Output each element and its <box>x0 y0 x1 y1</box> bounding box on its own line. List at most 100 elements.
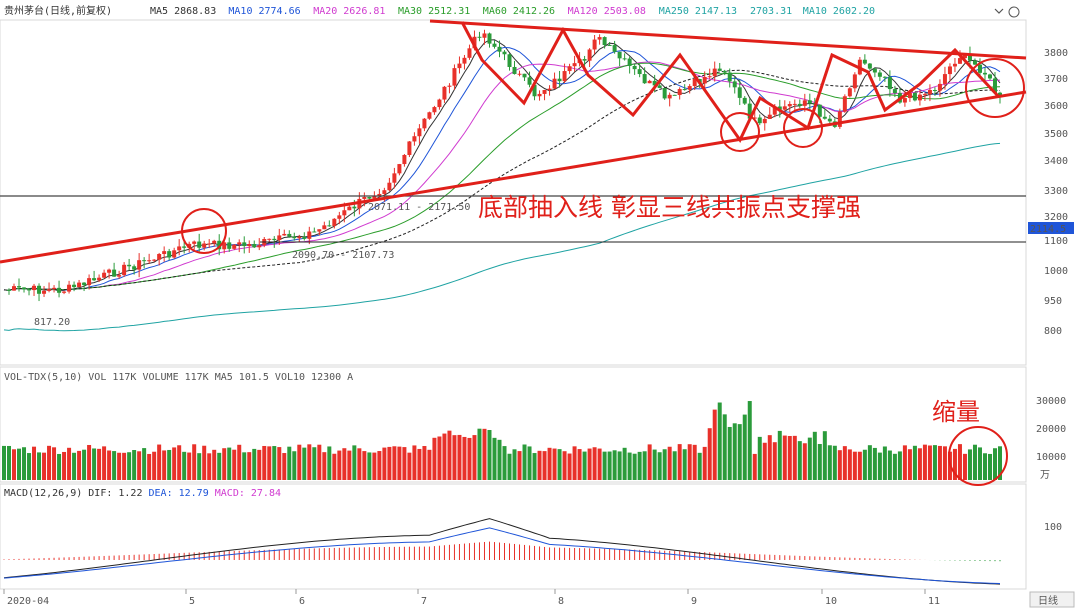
volume-bar <box>972 444 977 480</box>
volume-bar <box>307 444 312 480</box>
volume-bar <box>17 448 22 480</box>
candle-body <box>747 103 752 119</box>
candle-body <box>87 278 92 286</box>
volume-bar <box>817 443 822 480</box>
candle-body <box>702 76 707 84</box>
volume-bar <box>967 449 972 480</box>
volume-bar <box>577 449 582 480</box>
candle-body <box>822 116 827 119</box>
candle-body <box>57 287 62 293</box>
label-mid2: 2071.11 - 2171.50 <box>368 202 470 213</box>
volume-bar <box>172 447 177 480</box>
volume-bar <box>782 435 787 480</box>
volume-bars <box>2 401 1002 480</box>
volume-bar <box>212 449 217 480</box>
candle-body <box>627 58 632 66</box>
volume-bar <box>132 450 137 480</box>
volume-bar <box>987 453 992 480</box>
volume-bar <box>192 444 197 480</box>
window-controls[interactable] <box>994 6 1020 18</box>
candle-body <box>877 72 882 77</box>
candle-body <box>947 66 952 75</box>
volume-bar <box>737 424 742 480</box>
candle-body <box>12 286 17 291</box>
volume-bar <box>752 453 757 480</box>
volume-bar <box>382 447 387 480</box>
volume-bar <box>462 436 467 480</box>
candle-body <box>312 231 317 233</box>
volume-bar <box>792 435 797 480</box>
candle-body <box>998 92 1002 97</box>
volume-bar <box>12 449 17 480</box>
candle-body <box>872 68 877 73</box>
candle-body <box>7 289 12 291</box>
candle-body <box>957 58 962 64</box>
candle-body <box>192 241 197 244</box>
volume-bar <box>802 443 807 480</box>
volume-bar <box>372 452 377 480</box>
volume-bar <box>482 428 487 480</box>
candle-body <box>177 246 182 251</box>
ma-label-2: MA20 2626.81 <box>313 6 385 17</box>
candle-body <box>327 225 332 227</box>
candle-body <box>737 87 742 98</box>
volume-bar <box>367 452 372 480</box>
volume-bar <box>942 446 947 480</box>
volume-bar <box>32 446 37 480</box>
volume-bar <box>152 451 157 480</box>
candle-body <box>552 78 557 89</box>
volume-bar <box>287 446 292 480</box>
volume-bar <box>722 414 727 480</box>
volume-bar <box>182 451 187 480</box>
candle-body <box>382 190 387 194</box>
candle-body <box>82 282 87 286</box>
volume-bar <box>592 447 597 480</box>
volume-bar <box>657 452 662 480</box>
volume-bar <box>472 435 477 480</box>
candle-body <box>637 69 642 75</box>
candle-body <box>932 90 937 92</box>
volume-bar <box>422 446 427 480</box>
candle-body <box>132 266 137 270</box>
candle-body <box>562 71 567 82</box>
candle-body <box>662 87 667 99</box>
candle-body <box>477 36 482 38</box>
volume-bar <box>667 446 672 480</box>
macd-axis: 100 <box>1044 522 1062 533</box>
chart-title: 贵州茅台(日线,前复权) <box>4 4 112 17</box>
period-button[interactable] <box>1029 591 1075 608</box>
candle-body <box>542 90 547 94</box>
volume-bar <box>777 430 782 480</box>
candle-body <box>782 106 787 110</box>
candle-body <box>772 106 777 115</box>
settings-icon[interactable] <box>1008 6 1020 18</box>
candle-body <box>122 264 127 276</box>
candle-body <box>412 136 417 142</box>
volume-bar <box>542 451 547 480</box>
candle-body <box>352 206 357 209</box>
chevron-down-icon[interactable] <box>994 8 1004 14</box>
circle-recent <box>965 58 1025 118</box>
volume-bar <box>62 451 67 480</box>
candle-body <box>987 74 992 79</box>
volume-bar <box>682 449 687 480</box>
candle-body <box>267 238 272 240</box>
candle-body <box>92 278 97 281</box>
candle-body <box>367 196 372 199</box>
candle-body <box>572 63 577 67</box>
price-tick: 800 <box>1044 326 1062 337</box>
ma-label-8: MA10 2602.20 <box>803 6 875 17</box>
candle-body <box>887 77 892 90</box>
candle-body <box>862 59 867 64</box>
volume-bar <box>122 452 127 480</box>
candle-body <box>77 282 82 288</box>
candle-body <box>282 233 287 236</box>
volume-bar <box>2 445 6 480</box>
period-button-label[interactable]: 日线 <box>1038 594 1058 607</box>
candle-body <box>752 117 757 119</box>
candle-body <box>722 70 727 73</box>
candle-body <box>787 103 792 107</box>
candle-body <box>497 46 502 52</box>
candle-body <box>922 94 927 96</box>
volume-bar <box>932 445 937 480</box>
